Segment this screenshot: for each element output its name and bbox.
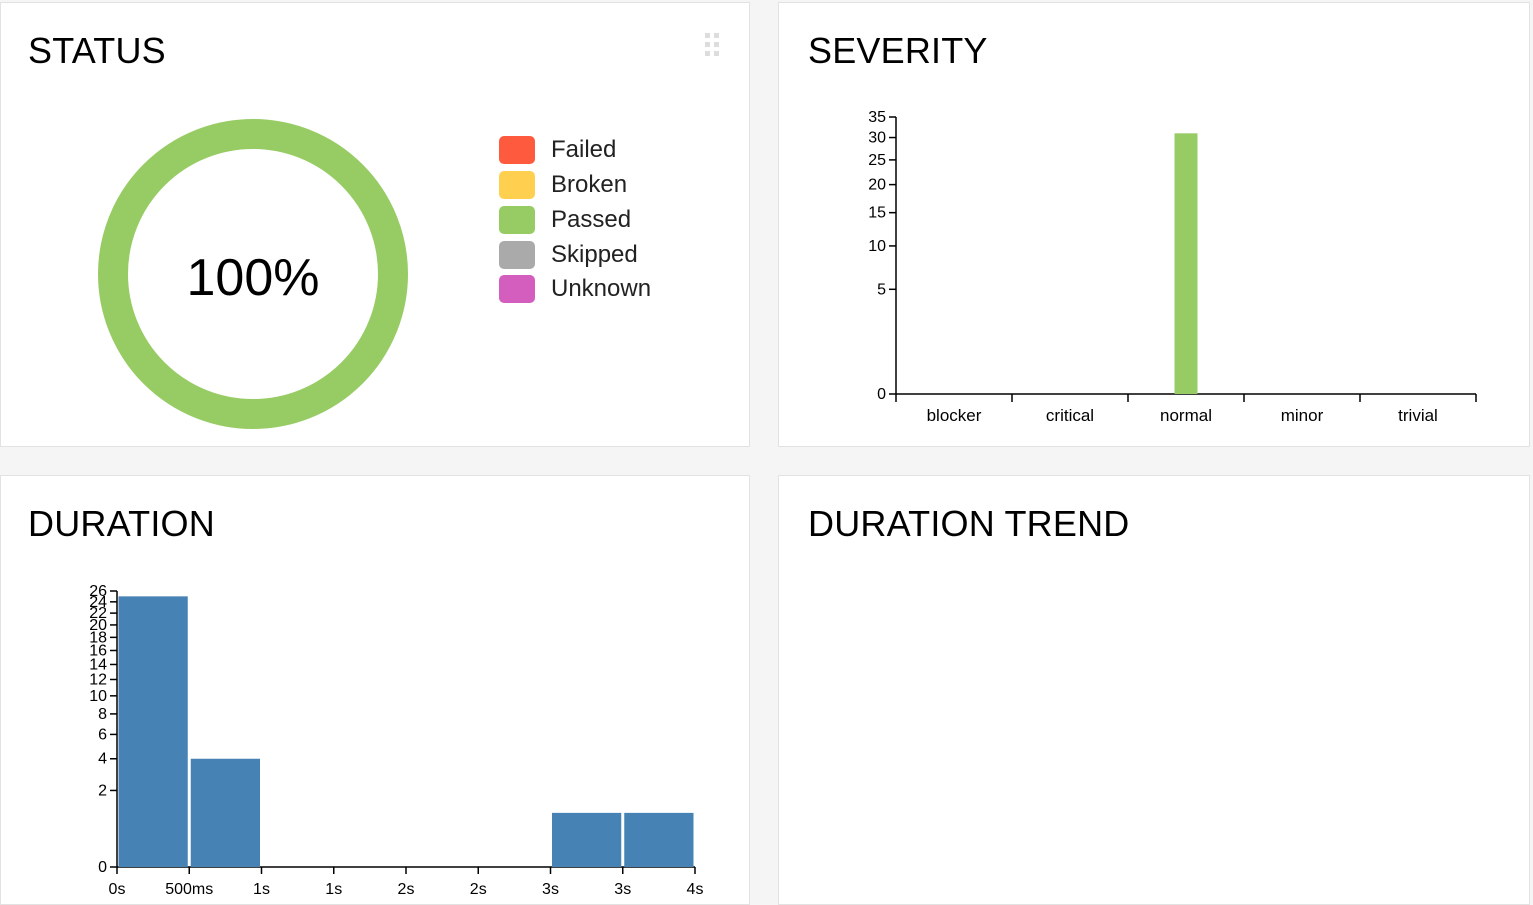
duration-y-tick-label: 6 [98, 726, 107, 743]
duration-bar[interactable] [190, 758, 260, 867]
duration-y-tick-label: 8 [98, 706, 107, 723]
duration-y-tick-label: 0 [98, 859, 107, 876]
severity-y-tick-label: 20 [868, 177, 886, 194]
severity-x-label-blocker: blocker [927, 406, 982, 425]
legend-item-passed[interactable]: Passed [499, 203, 651, 238]
legend-item-failed[interactable]: Failed [499, 133, 651, 168]
duration-x-tick-label: 1s [325, 881, 342, 898]
severity-bar-normal[interactable] [1174, 133, 1198, 395]
severity-y-tick-label: 5 [877, 281, 886, 298]
severity-y-tick-label: 35 [868, 109, 886, 126]
duration-bar[interactable] [624, 812, 694, 867]
status-legend: Failed Broken Passed Skipped Unknown [499, 133, 651, 307]
severity-y-tick-label: 10 [868, 238, 886, 255]
duration-y-tick-label: 20 [89, 617, 107, 634]
status-widget: STATUS 100% Failed Broken Passed Skipped Unk… [0, 2, 750, 447]
duration-y-tick-label: 10 [89, 688, 107, 705]
duration-x-tick-label: 2s [470, 881, 487, 898]
failed-swatch [499, 136, 535, 165]
duration-trend-title: DURATION TREND [808, 503, 1130, 544]
legend-label: Passed [551, 205, 632, 233]
duration-y-tick-label: 26 [89, 583, 107, 600]
duration-x-tick-label: 1s [253, 881, 270, 898]
passed-swatch [499, 205, 535, 234]
severity-x-label-minor: minor [1281, 406, 1324, 425]
legend-item-broken[interactable]: Broken [499, 168, 651, 203]
legend-item-unknown[interactable]: Unknown [499, 272, 651, 307]
duration-x-tick-label: 2s [398, 881, 415, 898]
duration-y-tick-label: 18 [89, 629, 107, 646]
duration-y-tick-label: 14 [89, 656, 107, 673]
duration-x-tick-label: 3s [542, 881, 559, 898]
drag-handle-icon[interactable] [704, 32, 720, 58]
status-percentage: 100% [187, 249, 320, 307]
severity-y-tick-label: 0 [877, 386, 886, 403]
severity-y-tick-label: 15 [868, 205, 886, 222]
legend-item-skipped[interactable]: Skipped [499, 237, 651, 272]
duration-widget: DURATION 0 2 4 6 8 10 12 14 16 18 20 22 24 26 0s 500ms 1… [0, 475, 750, 905]
status-donut-chart: 100% [98, 119, 408, 429]
duration-bar[interactable] [118, 596, 188, 867]
duration-y-tick-label: 2 [98, 782, 107, 799]
severity-x-label-normal: normal [1160, 406, 1212, 425]
severity-widget: SEVERITY 0 5 10 15 20 25 30 35 blocker critical no… [778, 2, 1530, 447]
legend-label: Unknown [551, 275, 652, 303]
duration-x-tick-label: 3s [614, 881, 631, 898]
duration-title: DURATION [28, 503, 215, 544]
duration-y-tick-label: 16 [89, 642, 107, 659]
unknown-swatch [499, 275, 535, 304]
legend-label: Broken [551, 171, 628, 199]
duration-x-tick-label: 0s [109, 881, 126, 898]
duration-bar[interactable] [552, 812, 622, 867]
duration-y-tick-label: 22 [89, 605, 107, 622]
severity-chart: 0 5 10 15 20 25 30 35 blocker critical normal minor… [868, 109, 1477, 425]
legend-label: Skipped [551, 240, 638, 268]
legend-label: Failed [551, 136, 617, 164]
severity-y-tick-label: 30 [868, 130, 886, 147]
severity-y-tick-label: 25 [868, 152, 886, 169]
status-title: STATUS [28, 30, 166, 71]
severity-x-label-trivial: trivial [1398, 406, 1438, 425]
duration-y-tick-label: 24 [89, 594, 107, 611]
broken-swatch [499, 171, 535, 200]
duration-y-tick-label: 4 [98, 751, 107, 768]
duration-trend-widget: DURATION TREND [778, 475, 1530, 905]
duration-x-tick-label: 4s [687, 881, 704, 898]
passed-ring[interactable] [98, 119, 408, 429]
duration-x-tick-label: 500ms [165, 881, 213, 898]
duration-y-tick-label: 12 [89, 671, 107, 688]
severity-x-label-critical: critical [1046, 406, 1094, 425]
severity-title: SEVERITY [808, 30, 988, 71]
skipped-swatch [499, 240, 535, 269]
